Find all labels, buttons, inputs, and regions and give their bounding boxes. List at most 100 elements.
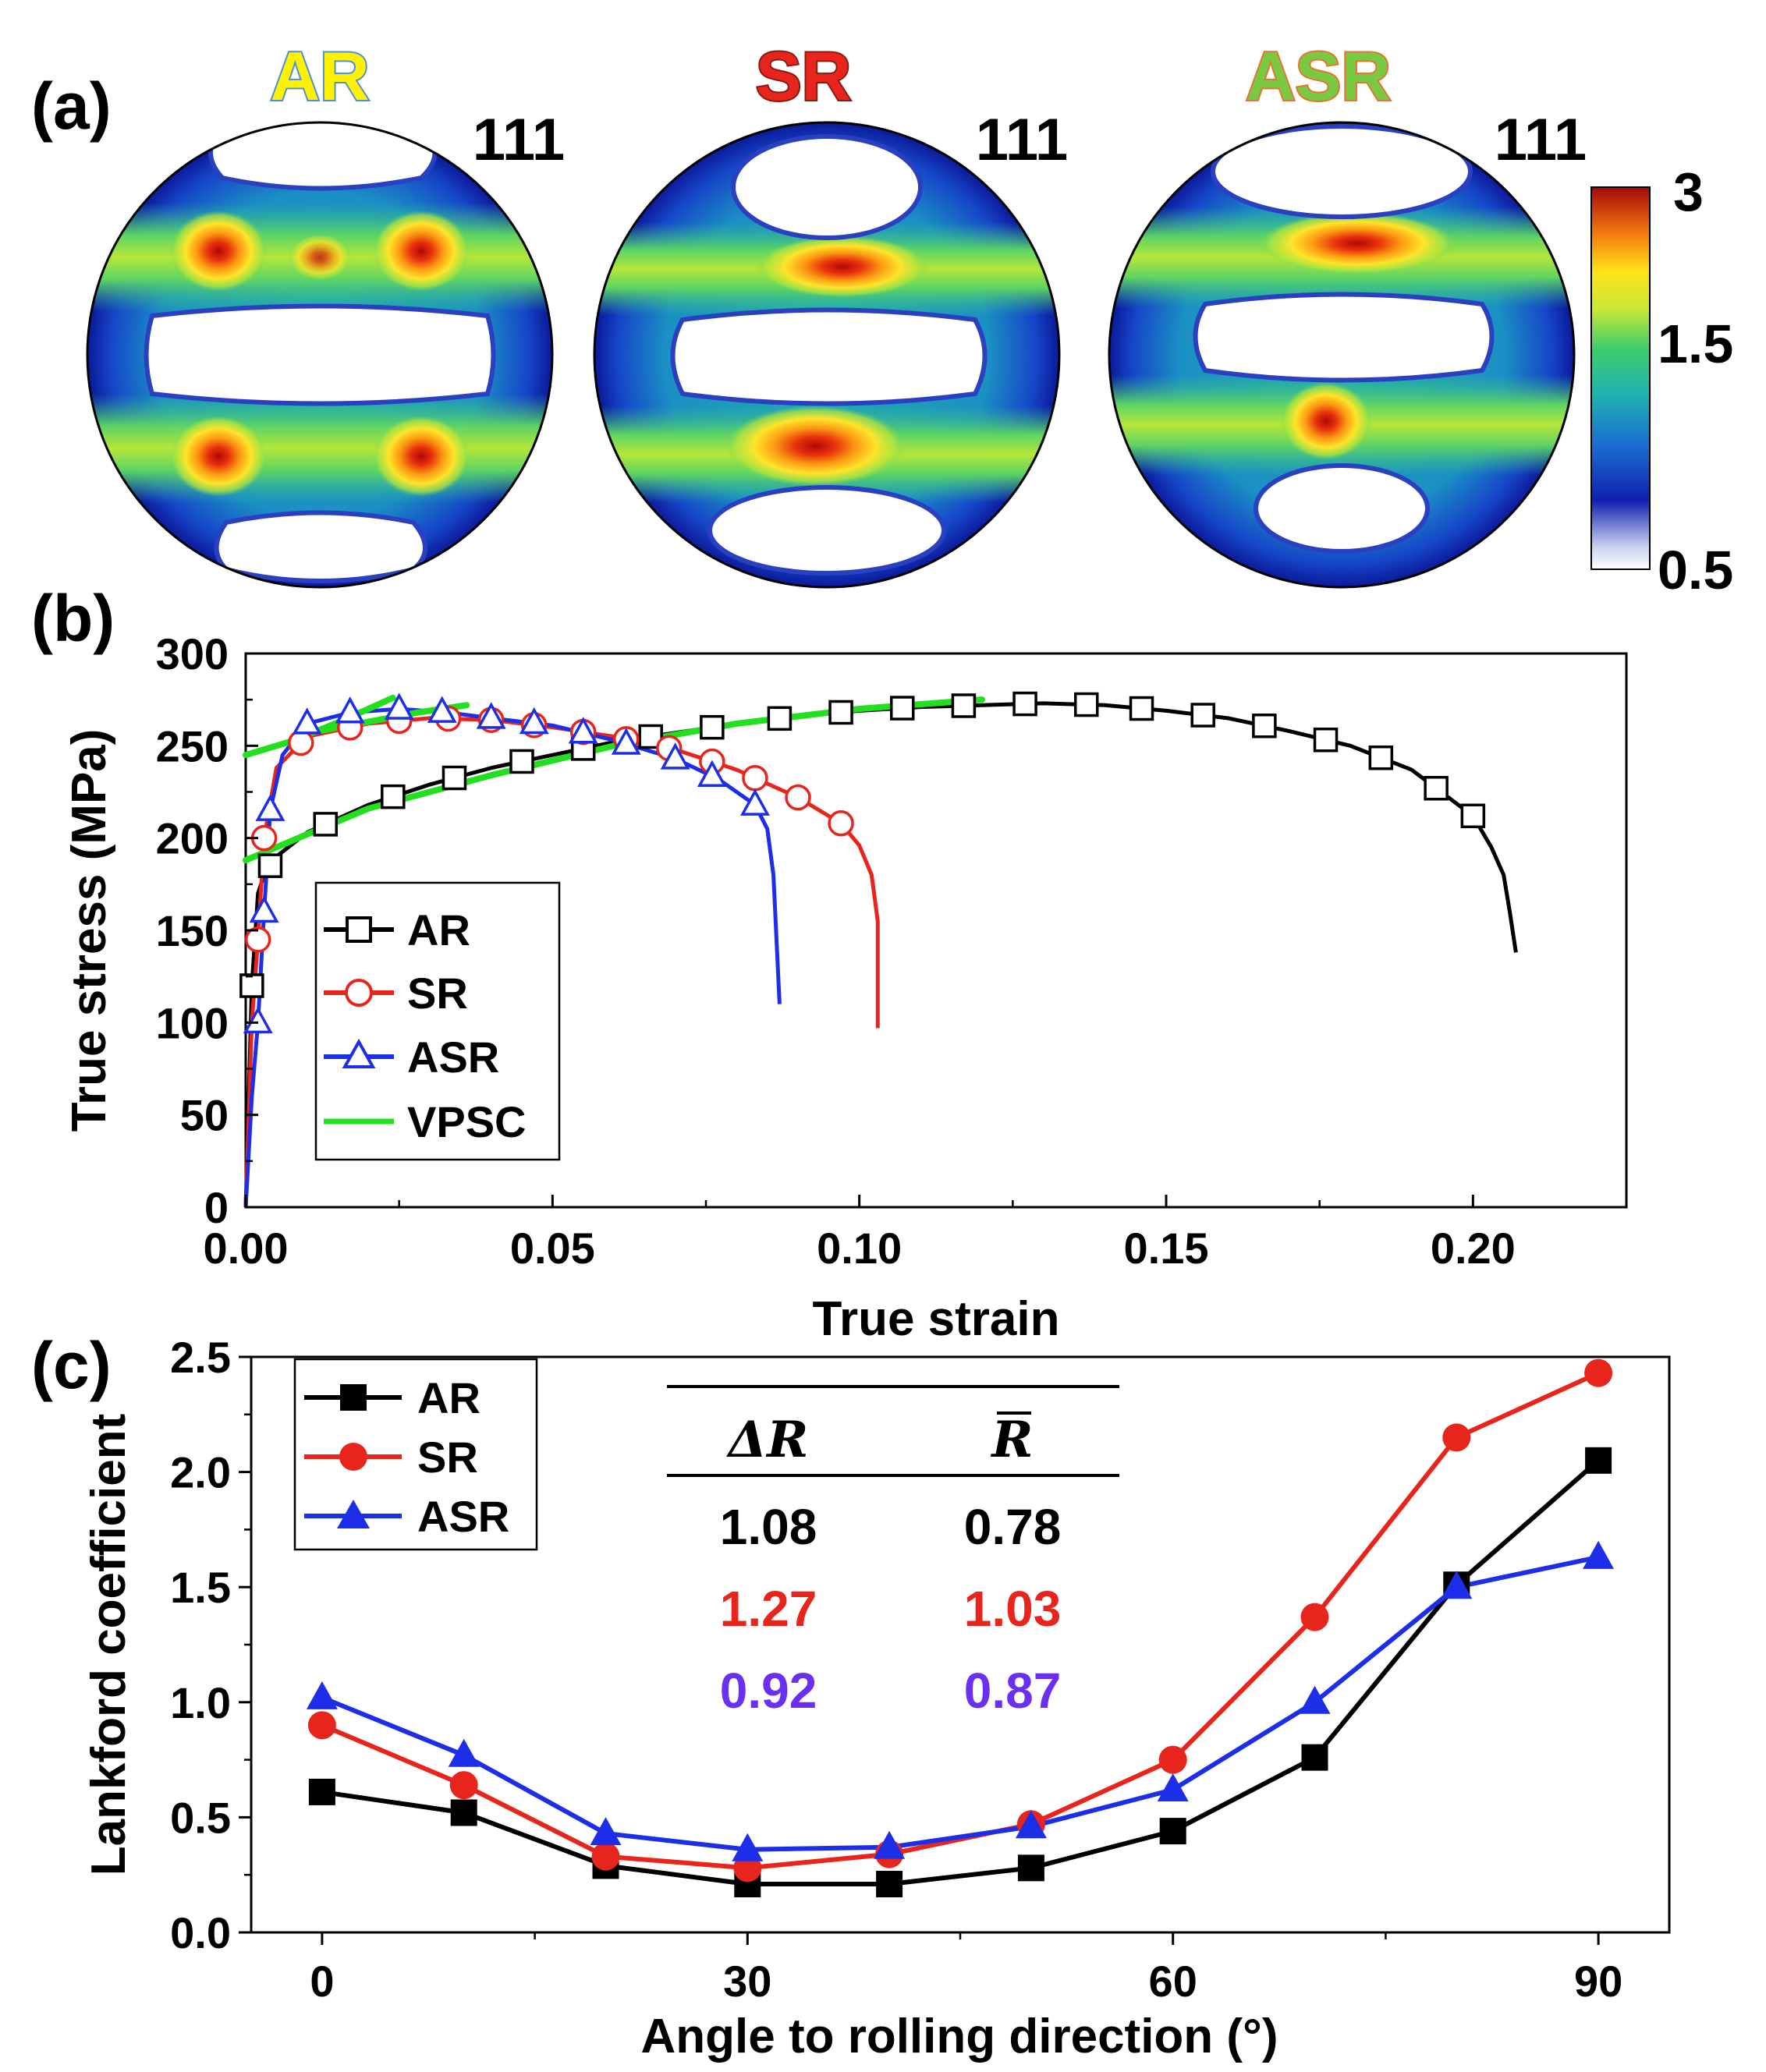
x-tick-label: 0.15 [1124,1224,1209,1273]
marker-asr [697,760,727,787]
legend-b-ar-label: AR [407,905,470,955]
marker-asr [243,1006,273,1034]
y-tick-label: 150 [156,906,229,955]
panel-c: (c) 0 30 60 90 0.0 0.5 1.0 1.5 2.0 2.5 Angle to … [31,1329,1671,2063]
marker-ar [239,973,264,998]
legend-b-vpsc: VPSC [324,1097,527,1146]
marker-asr [732,1833,764,1861]
table-row-sr-r-bar: 1.03 [964,1581,1062,1637]
legend-b-sr-label: SR [407,969,468,1018]
chart-c-legend: AR SR ASR [293,1358,538,1551]
marker-asr [476,702,506,729]
marker-sr [449,1771,478,1800]
chart-c-ylabel: Lankford coefficient [82,1414,136,1876]
x-tick-label: 0.20 [1431,1224,1516,1273]
colorbar-min-label: 0.5 [1658,540,1733,600]
marker-ar [313,812,339,837]
chart-b-xlabel: True strain [813,1292,1060,1346]
y-tick-label: 300 [156,629,229,678]
marker-ar [1460,803,1486,829]
x-tick-label: 0.10 [817,1224,902,1273]
legend-b-asr: ASR [324,1032,499,1082]
colorbar: 3 1.5 0.5 [1590,161,1733,600]
marker-ar [1073,692,1099,717]
marker-asr [384,692,414,720]
y-tick-label: 0.5 [170,1793,231,1842]
marker-asr [249,895,279,923]
panel-c-label: (c) [31,1329,112,1402]
table-row-ar-delta-r: 1.08 [720,1499,817,1555]
marker-sr [1442,1423,1471,1452]
y-tick-label: 1.0 [170,1678,231,1727]
marker-sr [591,1842,620,1871]
marker-asr [739,788,770,816]
marker-ar [257,853,283,878]
series-line-asr [321,1554,1599,1852]
marker-ar [1424,776,1449,801]
y-tick-label: 0 [204,1183,229,1232]
marker-ar [876,1871,903,1898]
marker-asr [611,728,641,755]
chart-c-x-axis: 0 30 60 90 [310,1932,1622,2006]
marker-sr [785,784,811,811]
marker-asr [292,707,322,735]
legend-c-sr: SR [304,1433,478,1482]
marker-ar [509,749,534,774]
pole-figure-plane-sr: 111 [976,107,1068,173]
marker-asr [590,1817,622,1846]
chart-b-ylabel: True stress (MPa) [62,729,116,1132]
marker-asr [1299,1685,1331,1714]
x-tick-label: 0.05 [510,1224,595,1273]
legend-c-ar: AR [304,1373,481,1422]
table-row-asr-r-bar: 0.87 [964,1663,1062,1719]
marker-ar [1159,1818,1186,1845]
y-tick-label: 100 [156,998,229,1047]
panel-b: (b) 0.00 0.05 0.10 0.15 0.20 0 50 100 150 200 250… [31,582,1628,1346]
x-tick-label: 60 [1149,1957,1197,2006]
chart-c-plot [250,1355,1671,1934]
legend-c-sr-label: SR [417,1433,478,1482]
marker-ar [1252,714,1277,738]
pole-figure-sr: SR 111 [593,36,1068,589]
pole-figure-asr: ASR 111 [1108,36,1587,589]
chart-b-x-axis: 0.00 0.05 0.10 0.15 0.20 [204,1195,1516,1273]
marker-asr [1583,1540,1615,1569]
marker-ar [442,765,467,791]
table-header-delta-r: ΔR [726,1411,809,1469]
marker-sr [244,926,271,953]
marker-ar [889,696,915,721]
marker-asr [1015,1810,1047,1839]
chart-b-legend: AR SR ASR VPSC [314,881,561,1161]
marker-ar [1012,691,1037,717]
y-tick-label: 1.5 [170,1563,231,1612]
marker-asr [1441,1571,1473,1599]
x-tick-label: 30 [723,1957,771,2006]
marker-sr [1300,1603,1329,1631]
marker-asr [448,1738,480,1767]
marker-ar [700,714,725,740]
pole-figure-ar: AR 111 [86,36,565,589]
series-line-vpsc-0 [243,696,985,864]
marker-asr [255,794,285,821]
chart-b-plot [239,652,1628,1209]
marker-ar [1129,696,1154,721]
marker-sr [1158,1745,1187,1774]
marker-ar [1017,1854,1044,1882]
legend-b-sr: SR [324,969,468,1018]
table-header-r-bar: R [990,1411,1033,1469]
y-tick-label: 2.0 [170,1448,231,1497]
marker-ar [951,693,977,718]
y-tick-label: 2.5 [170,1333,231,1382]
pole-figure-title-asr: ASR [1246,37,1391,115]
series-line-ar [321,1458,1601,1887]
table-row-sr-delta-r: 1.27 [720,1581,817,1637]
anisotropy-table: ΔR R 1.08 0.78 1.27 1.03 0.92 0.87 [667,1385,1119,1719]
marker-ar [638,724,663,749]
pole-figure-title-ar: AR [270,37,369,115]
marker-ar [1301,1744,1328,1771]
legend-b-asr-label: ASR [407,1032,499,1082]
y-tick-label: 200 [156,814,229,863]
panel-a: (a) AR 111 SR 111 [31,36,1733,600]
marker-ar [828,700,853,725]
